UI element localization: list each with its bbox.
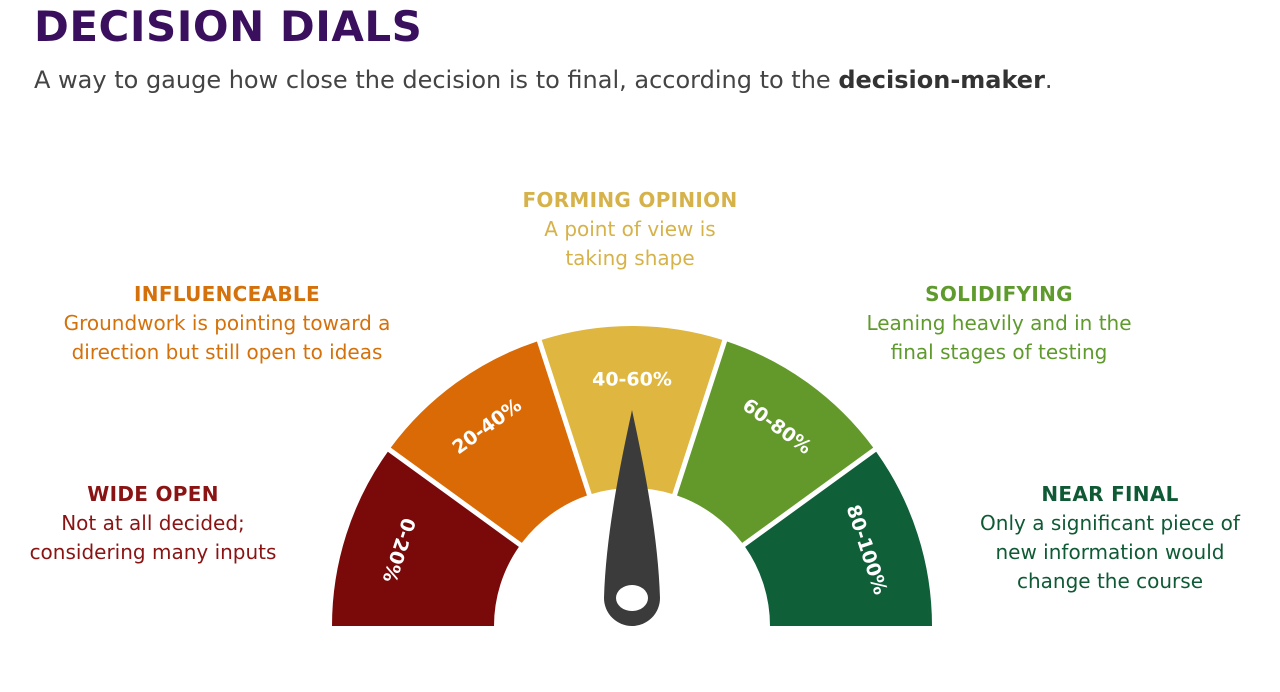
- zone-forming-opinion-line: taking shape: [565, 246, 695, 270]
- page-subtitle: A way to gauge how close the decision is…: [34, 66, 1053, 94]
- zone-forming-opinion: FORMING OPINION A point of view is takin…: [465, 186, 795, 273]
- zone-wide-open-heading: WIDE OPEN: [87, 482, 219, 506]
- zone-wide-open-line: Not at all decided;: [61, 511, 245, 535]
- dial-needle: [604, 410, 660, 626]
- dial-needle-hub: [616, 585, 648, 611]
- zone-near-final-line: new information would: [995, 540, 1225, 564]
- zone-near-final-line: change the course: [1017, 569, 1203, 593]
- zone-wide-open: WIDE OPEN Not at all decided; considerin…: [0, 480, 306, 567]
- dial-segment: [332, 451, 519, 626]
- zone-forming-opinion-line: A point of view is: [544, 217, 716, 241]
- zone-solidifying-line: Leaning heavily and in the: [866, 311, 1132, 335]
- subtitle-text: A way to gauge how close the decision is…: [34, 66, 839, 94]
- zone-influenceable-line: Groundwork is pointing toward a: [63, 311, 391, 335]
- dial-segment: [745, 451, 932, 626]
- zone-influenceable-heading: INFLUENCEABLE: [134, 282, 320, 306]
- zone-influenceable-line: direction but still open to ideas: [71, 340, 383, 364]
- zone-forming-opinion-heading: FORMING OPINION: [522, 188, 738, 212]
- dial-segment: [677, 341, 874, 543]
- zone-near-final-line: Only a significant piece of: [980, 511, 1240, 535]
- zone-wide-open-line: considering many inputs: [29, 540, 277, 564]
- dial-segment-label: 40-60%: [592, 369, 672, 391]
- zone-solidifying: SOLIDIFYING Leaning heavily and in the f…: [829, 280, 1169, 367]
- zone-solidifying-heading: SOLIDIFYING: [925, 282, 1073, 306]
- zone-near-final: NEAR FINAL Only a significant piece of n…: [948, 480, 1272, 596]
- subtitle-emphasis: decision-maker: [838, 66, 1045, 94]
- subtitle-end: .: [1044, 66, 1053, 94]
- page-title: DECISION DIALS: [34, 2, 423, 51]
- zone-influenceable: INFLUENCEABLE Groundwork is pointing tow…: [37, 280, 417, 367]
- zone-solidifying-line: final stages of testing: [890, 340, 1108, 364]
- dial-segment: [390, 341, 587, 543]
- zone-near-final-heading: NEAR FINAL: [1041, 482, 1179, 506]
